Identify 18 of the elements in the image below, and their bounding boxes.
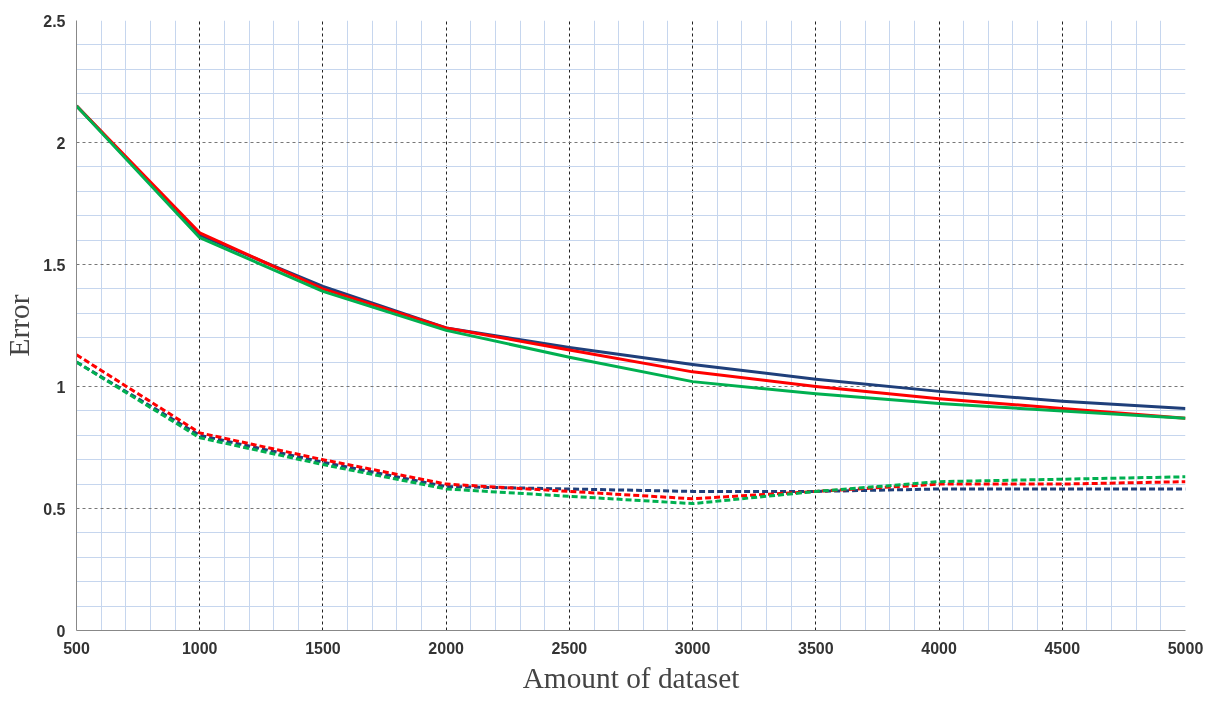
- x-tick-label: 1500: [305, 639, 341, 657]
- y-tick-label: 0: [56, 622, 66, 640]
- x-tick-label: 3500: [798, 639, 834, 657]
- y-tick-label: 2: [56, 134, 66, 152]
- x-tick-label: 4500: [1044, 639, 1081, 657]
- x-axis-title: Amount of dataset: [522, 661, 740, 694]
- x-tick-label: 1000: [181, 639, 218, 657]
- x-tick-label: 3000: [674, 639, 711, 657]
- x-tick-label: 500: [63, 639, 90, 657]
- y-tick-label: 1.5: [43, 256, 66, 274]
- y-tick-label: 0.5: [43, 500, 66, 518]
- y-axis-title: Error: [3, 294, 36, 357]
- y-tick-label: 2.5: [43, 12, 66, 30]
- x-tick-label: 5000: [1167, 639, 1204, 657]
- x-tick-label: 2000: [428, 639, 465, 657]
- y-tick-label: 1: [56, 378, 66, 396]
- x-tick-label: 2500: [551, 639, 588, 657]
- x-tick-label: 4000: [921, 639, 957, 657]
